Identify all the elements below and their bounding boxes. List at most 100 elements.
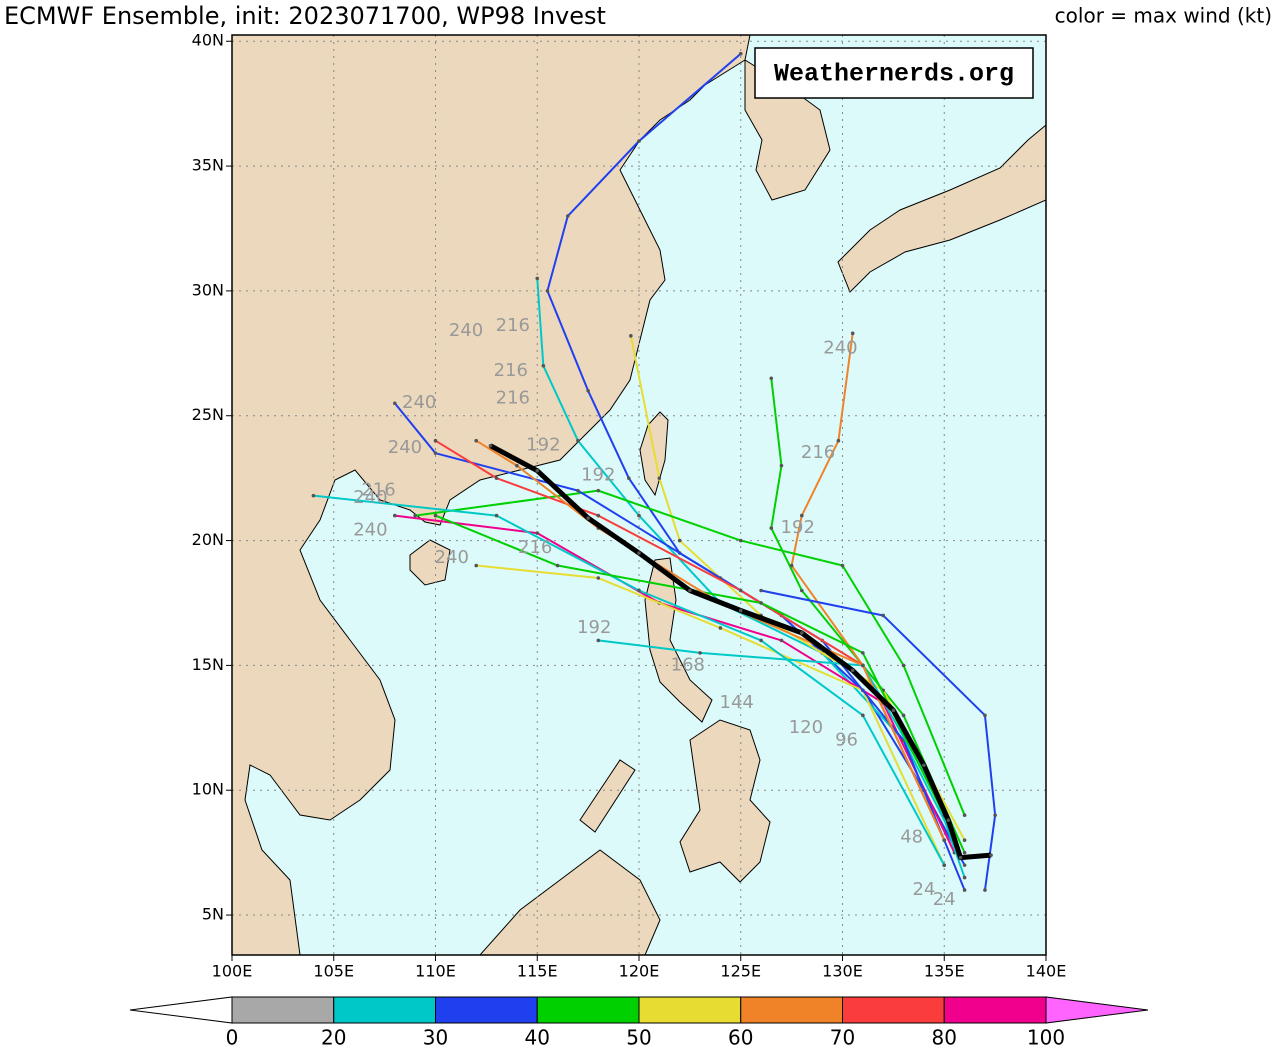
- forecast-hour-label: 144: [720, 692, 754, 713]
- legend-title: color = max wind (kt): [1055, 4, 1272, 28]
- forecast-hour-label: 192: [526, 435, 560, 456]
- track-point: [989, 853, 993, 857]
- track-point: [983, 713, 987, 718]
- track-point: [413, 513, 417, 518]
- land-palawan: [579, 759, 636, 833]
- track-point: [596, 513, 601, 518]
- forecast-hour-label: 240: [435, 547, 469, 568]
- track-point: [535, 531, 540, 535]
- title: ECMWF Ensemble, init: 2023071700, WP98 I…: [4, 2, 606, 30]
- x-tick-label: 115E: [517, 962, 558, 981]
- forecast-hour-label: 240: [353, 487, 387, 508]
- x-tick-label: 120E: [619, 962, 660, 981]
- forecast-hour-label: 240: [388, 437, 422, 458]
- track-point: [800, 513, 804, 518]
- forecast-hour-label: 24: [933, 889, 956, 910]
- track-point: [576, 438, 580, 443]
- colorbar-segment: [536, 996, 640, 1024]
- colorbar-label: 40: [525, 1026, 550, 1050]
- track-point: [738, 608, 743, 613]
- attribution: Weathernerds.org: [774, 60, 1014, 89]
- forecast-hour-label: 192: [781, 517, 815, 538]
- ensemble-track: [770, 378, 966, 854]
- forecast-hour-label: 216: [494, 360, 528, 381]
- land-asia: [232, 35, 751, 955]
- track-point: [962, 850, 967, 855]
- land-japan: [837, 124, 1046, 293]
- colorbar-segment: [842, 996, 945, 1024]
- track-point: [901, 713, 906, 718]
- track-point: [922, 763, 926, 768]
- track-point: [576, 488, 580, 493]
- track-point: [962, 813, 967, 817]
- forecast-hour-label: 216: [801, 442, 835, 463]
- track-point: [586, 516, 590, 520]
- forecast-hour-label: 240: [353, 520, 387, 541]
- land-hainan: [409, 539, 451, 586]
- x-tick-label: 105E: [313, 962, 354, 981]
- x-tick-label: 130E: [822, 962, 863, 981]
- ensemble-track: [415, 489, 966, 816]
- colorbar-label: 100: [1027, 1026, 1065, 1050]
- colorbar-segment: [638, 996, 742, 1024]
- track-point: [637, 513, 641, 518]
- track-point: [657, 476, 662, 480]
- track-point: [779, 463, 784, 468]
- y-tick-label: 15N: [192, 655, 224, 674]
- forecast-hour-label: 240: [823, 337, 857, 358]
- track-layer: 2402402402402402402402162162162162162161…: [311, 51, 997, 910]
- track-point: [779, 638, 784, 643]
- track-point: [738, 538, 743, 543]
- track-point: [637, 588, 641, 593]
- forecast-hour-label: 240: [402, 392, 436, 413]
- track-point: [800, 631, 804, 635]
- track-point: [861, 713, 865, 718]
- track-point: [474, 563, 479, 568]
- track-point: [942, 838, 947, 842]
- track-point: [800, 588, 804, 593]
- forecast-hour-label: 216: [361, 480, 395, 501]
- track-point: [759, 601, 763, 605]
- track-point: [836, 438, 841, 443]
- track-point: [698, 651, 702, 655]
- x-tick-label: 140E: [1026, 962, 1067, 981]
- forecast-hour-label: 192: [577, 617, 611, 638]
- y-tick-label: 40N: [192, 31, 224, 50]
- track-point: [535, 276, 540, 281]
- ensemble-track: [313, 494, 946, 866]
- track-point: [494, 476, 499, 480]
- track-point: [311, 493, 316, 498]
- colorbar: 0 20 30 40 50 60 70 80 100: [129, 996, 1149, 1050]
- track-point: [627, 476, 631, 480]
- plot-frame: [231, 34, 1047, 956]
- colorbar-segment: [231, 996, 335, 1024]
- forecast-hour-label: 216: [518, 537, 552, 558]
- track-point: [565, 214, 570, 218]
- track-point: [433, 438, 438, 443]
- track-point: [637, 551, 641, 555]
- track-point: [515, 463, 519, 468]
- track-point: [596, 638, 601, 643]
- track-point: [677, 538, 682, 543]
- track-point: [688, 588, 692, 593]
- y-tick-label: 10N: [192, 780, 224, 799]
- x-tick-label: 135E: [924, 962, 965, 981]
- track-point: [637, 139, 641, 143]
- colorbar-segment: [333, 996, 436, 1024]
- track-point: [541, 364, 546, 368]
- colorbar-over: [1045, 996, 1149, 1024]
- track-point: [962, 875, 967, 880]
- y-tick-label: 30N: [192, 280, 224, 299]
- x-tick-label: 110E: [415, 962, 456, 981]
- attribution-box: [754, 47, 1034, 99]
- forecast-hour-label: 216: [496, 387, 530, 408]
- colorbar-label: 20: [321, 1026, 346, 1050]
- track-point: [993, 813, 997, 817]
- track-point: [962, 888, 967, 892]
- track-point: [962, 863, 967, 867]
- colorbar-segment: [943, 996, 1047, 1024]
- y-tick-label: 35N: [192, 156, 224, 175]
- colorbar-label: 30: [423, 1026, 448, 1050]
- track-point: [545, 289, 550, 293]
- track-point: [946, 818, 951, 822]
